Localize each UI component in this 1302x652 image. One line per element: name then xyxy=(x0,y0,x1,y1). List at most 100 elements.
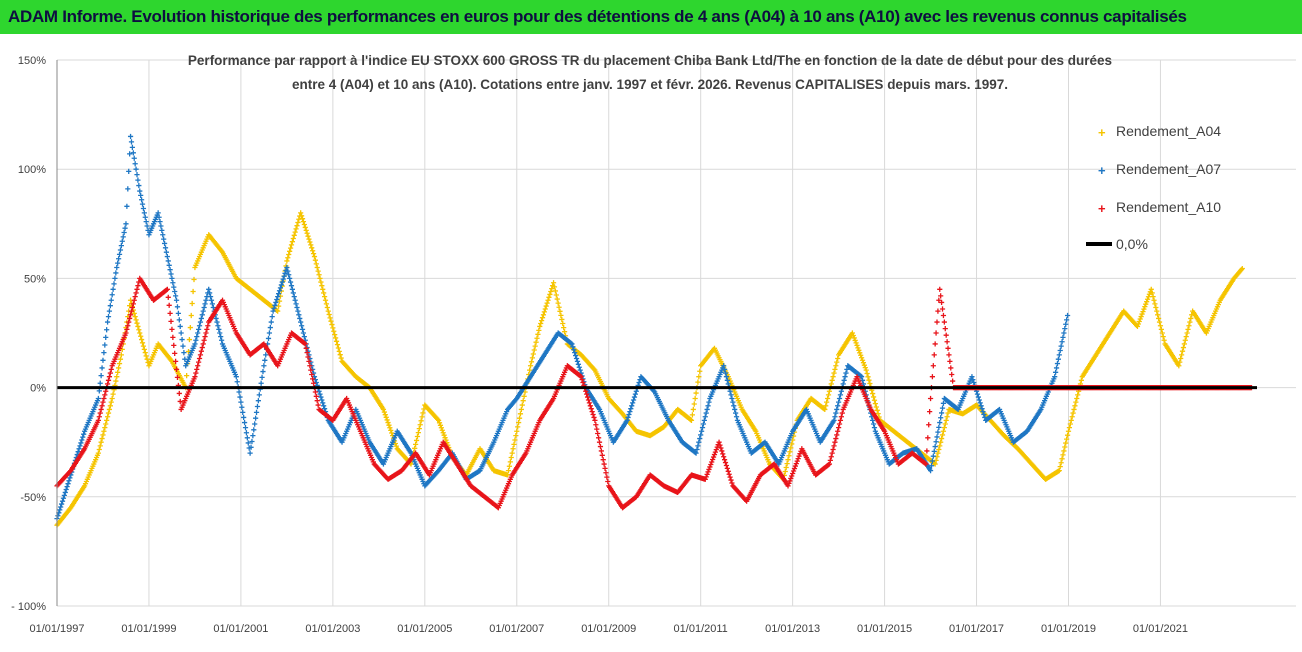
data-point xyxy=(298,210,304,216)
data-point xyxy=(294,223,300,229)
data-point xyxy=(417,422,423,428)
data-point xyxy=(315,402,321,408)
data-point xyxy=(113,378,119,384)
data-point xyxy=(722,459,729,466)
data-point xyxy=(123,221,129,227)
data-point xyxy=(705,403,711,409)
data-point xyxy=(836,395,843,402)
data-point xyxy=(576,364,582,370)
data-point xyxy=(598,448,604,454)
x-tick-label: 01/01/2009 xyxy=(581,623,636,635)
data-point xyxy=(596,439,603,445)
data-point xyxy=(98,372,104,379)
data-point xyxy=(601,461,607,467)
data-point xyxy=(1073,399,1079,405)
data-point xyxy=(1059,456,1065,462)
data-point xyxy=(101,395,107,402)
data-point xyxy=(135,323,141,330)
data-point xyxy=(577,367,583,373)
data-point xyxy=(313,261,319,267)
data-point xyxy=(1160,334,1166,340)
data-point xyxy=(930,363,936,369)
data-point xyxy=(938,435,945,442)
data-point xyxy=(121,229,127,236)
data-point xyxy=(300,330,307,336)
data-point xyxy=(138,336,145,343)
data-point xyxy=(1180,344,1187,351)
data-point xyxy=(515,424,521,430)
y-tick-label: 150% xyxy=(18,55,46,67)
data-point xyxy=(140,343,147,349)
data-point xyxy=(936,446,942,453)
data-point xyxy=(79,437,85,443)
x-tick-label: 01/01/2005 xyxy=(397,623,452,635)
data-point xyxy=(943,332,949,338)
x-tick-label: 01/01/2017 xyxy=(949,623,1004,635)
legend-item-zero: 0,0% xyxy=(1086,236,1148,252)
data-point xyxy=(438,425,444,431)
data-point xyxy=(296,312,302,318)
data-point xyxy=(293,301,299,307)
data-point xyxy=(981,411,987,418)
data-point xyxy=(414,433,421,440)
data-point xyxy=(196,323,203,329)
data-point xyxy=(696,439,702,445)
data-point xyxy=(380,406,387,413)
data-point xyxy=(509,450,515,456)
data-point xyxy=(243,430,250,436)
data-point xyxy=(1067,421,1073,427)
data-point xyxy=(932,341,938,347)
data-point xyxy=(321,403,327,409)
data-point xyxy=(1061,330,1067,336)
data-point xyxy=(206,286,212,292)
data-point xyxy=(321,294,328,300)
data-point xyxy=(538,318,545,324)
legend-label-a10: Rendement_A10 xyxy=(1116,199,1221,215)
data-point xyxy=(843,370,849,376)
data-point xyxy=(126,319,132,325)
data-point xyxy=(538,320,544,327)
data-point xyxy=(334,342,341,348)
data-point xyxy=(1156,315,1162,322)
data-point xyxy=(724,465,730,472)
x-tick-label: 01/01/1999 xyxy=(121,623,176,635)
data-point xyxy=(546,294,552,300)
data-point xyxy=(559,316,565,323)
data-point xyxy=(284,264,290,271)
data-point xyxy=(131,297,137,303)
data-point xyxy=(571,347,577,353)
data-point xyxy=(1075,392,1081,398)
data-point xyxy=(698,428,705,434)
data-point xyxy=(115,369,121,375)
data-point xyxy=(250,433,256,439)
data-point xyxy=(287,279,294,285)
data-point xyxy=(706,466,712,473)
data-point xyxy=(697,435,703,442)
data-point xyxy=(127,133,134,140)
data-point xyxy=(301,221,307,228)
data-point xyxy=(435,416,441,422)
data-point xyxy=(630,400,636,406)
data-point xyxy=(537,323,543,330)
data-point xyxy=(836,425,842,431)
data-point xyxy=(1143,301,1149,307)
data-point xyxy=(1056,467,1062,474)
data-point xyxy=(554,296,560,302)
data-point xyxy=(728,392,734,398)
data-point xyxy=(287,245,294,251)
data-point xyxy=(317,391,323,397)
data-point xyxy=(186,336,193,343)
data-point xyxy=(179,336,185,343)
data-point xyxy=(583,388,589,394)
legend-label-a07: Rendement_A07 xyxy=(1116,161,1221,177)
data-point xyxy=(937,419,943,426)
data-point xyxy=(76,446,82,452)
data-point xyxy=(703,410,709,416)
data-point xyxy=(937,286,943,292)
data-point xyxy=(557,308,563,314)
data-point xyxy=(942,421,948,427)
data-point xyxy=(318,394,324,400)
data-point xyxy=(927,467,934,474)
x-tick-label: 01/01/2001 xyxy=(213,623,268,635)
data-point xyxy=(704,406,710,413)
